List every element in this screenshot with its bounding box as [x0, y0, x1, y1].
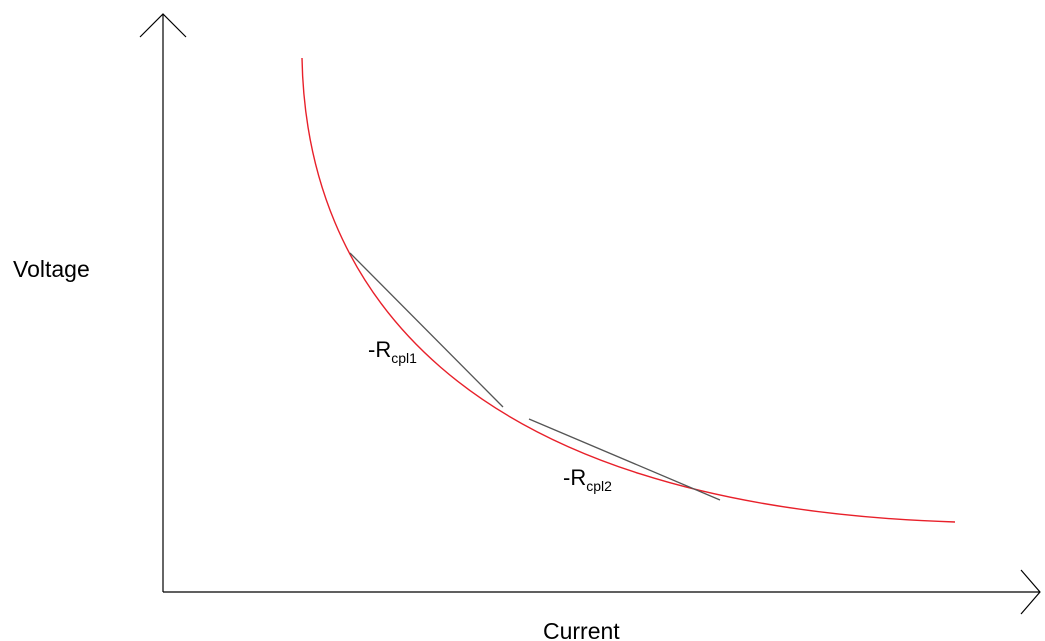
- cpl-curve: [301, 57, 956, 523]
- tangent-label-2-prefix: -R: [563, 465, 586, 490]
- x-axis-title: Current: [543, 618, 620, 641]
- tangent-label-2-subscript: cpl2: [586, 478, 612, 494]
- tangent-label-1-subscript: cpl1: [391, 350, 417, 366]
- y-axis-title: Voltage: [13, 256, 90, 282]
- tangent-label-1: -Rcpl1: [368, 337, 417, 366]
- x-axis-arrowhead: [1020, 569, 1041, 615]
- tangent-line-2: [528, 418, 721, 501]
- axes: [139, 13, 1041, 615]
- tangent-line-1: [349, 252, 504, 408]
- tangent-label-1-prefix: -R: [368, 337, 391, 362]
- tangent-label-2: -Rcpl2: [563, 465, 612, 494]
- y-axis-arrowhead: [139, 13, 187, 38]
